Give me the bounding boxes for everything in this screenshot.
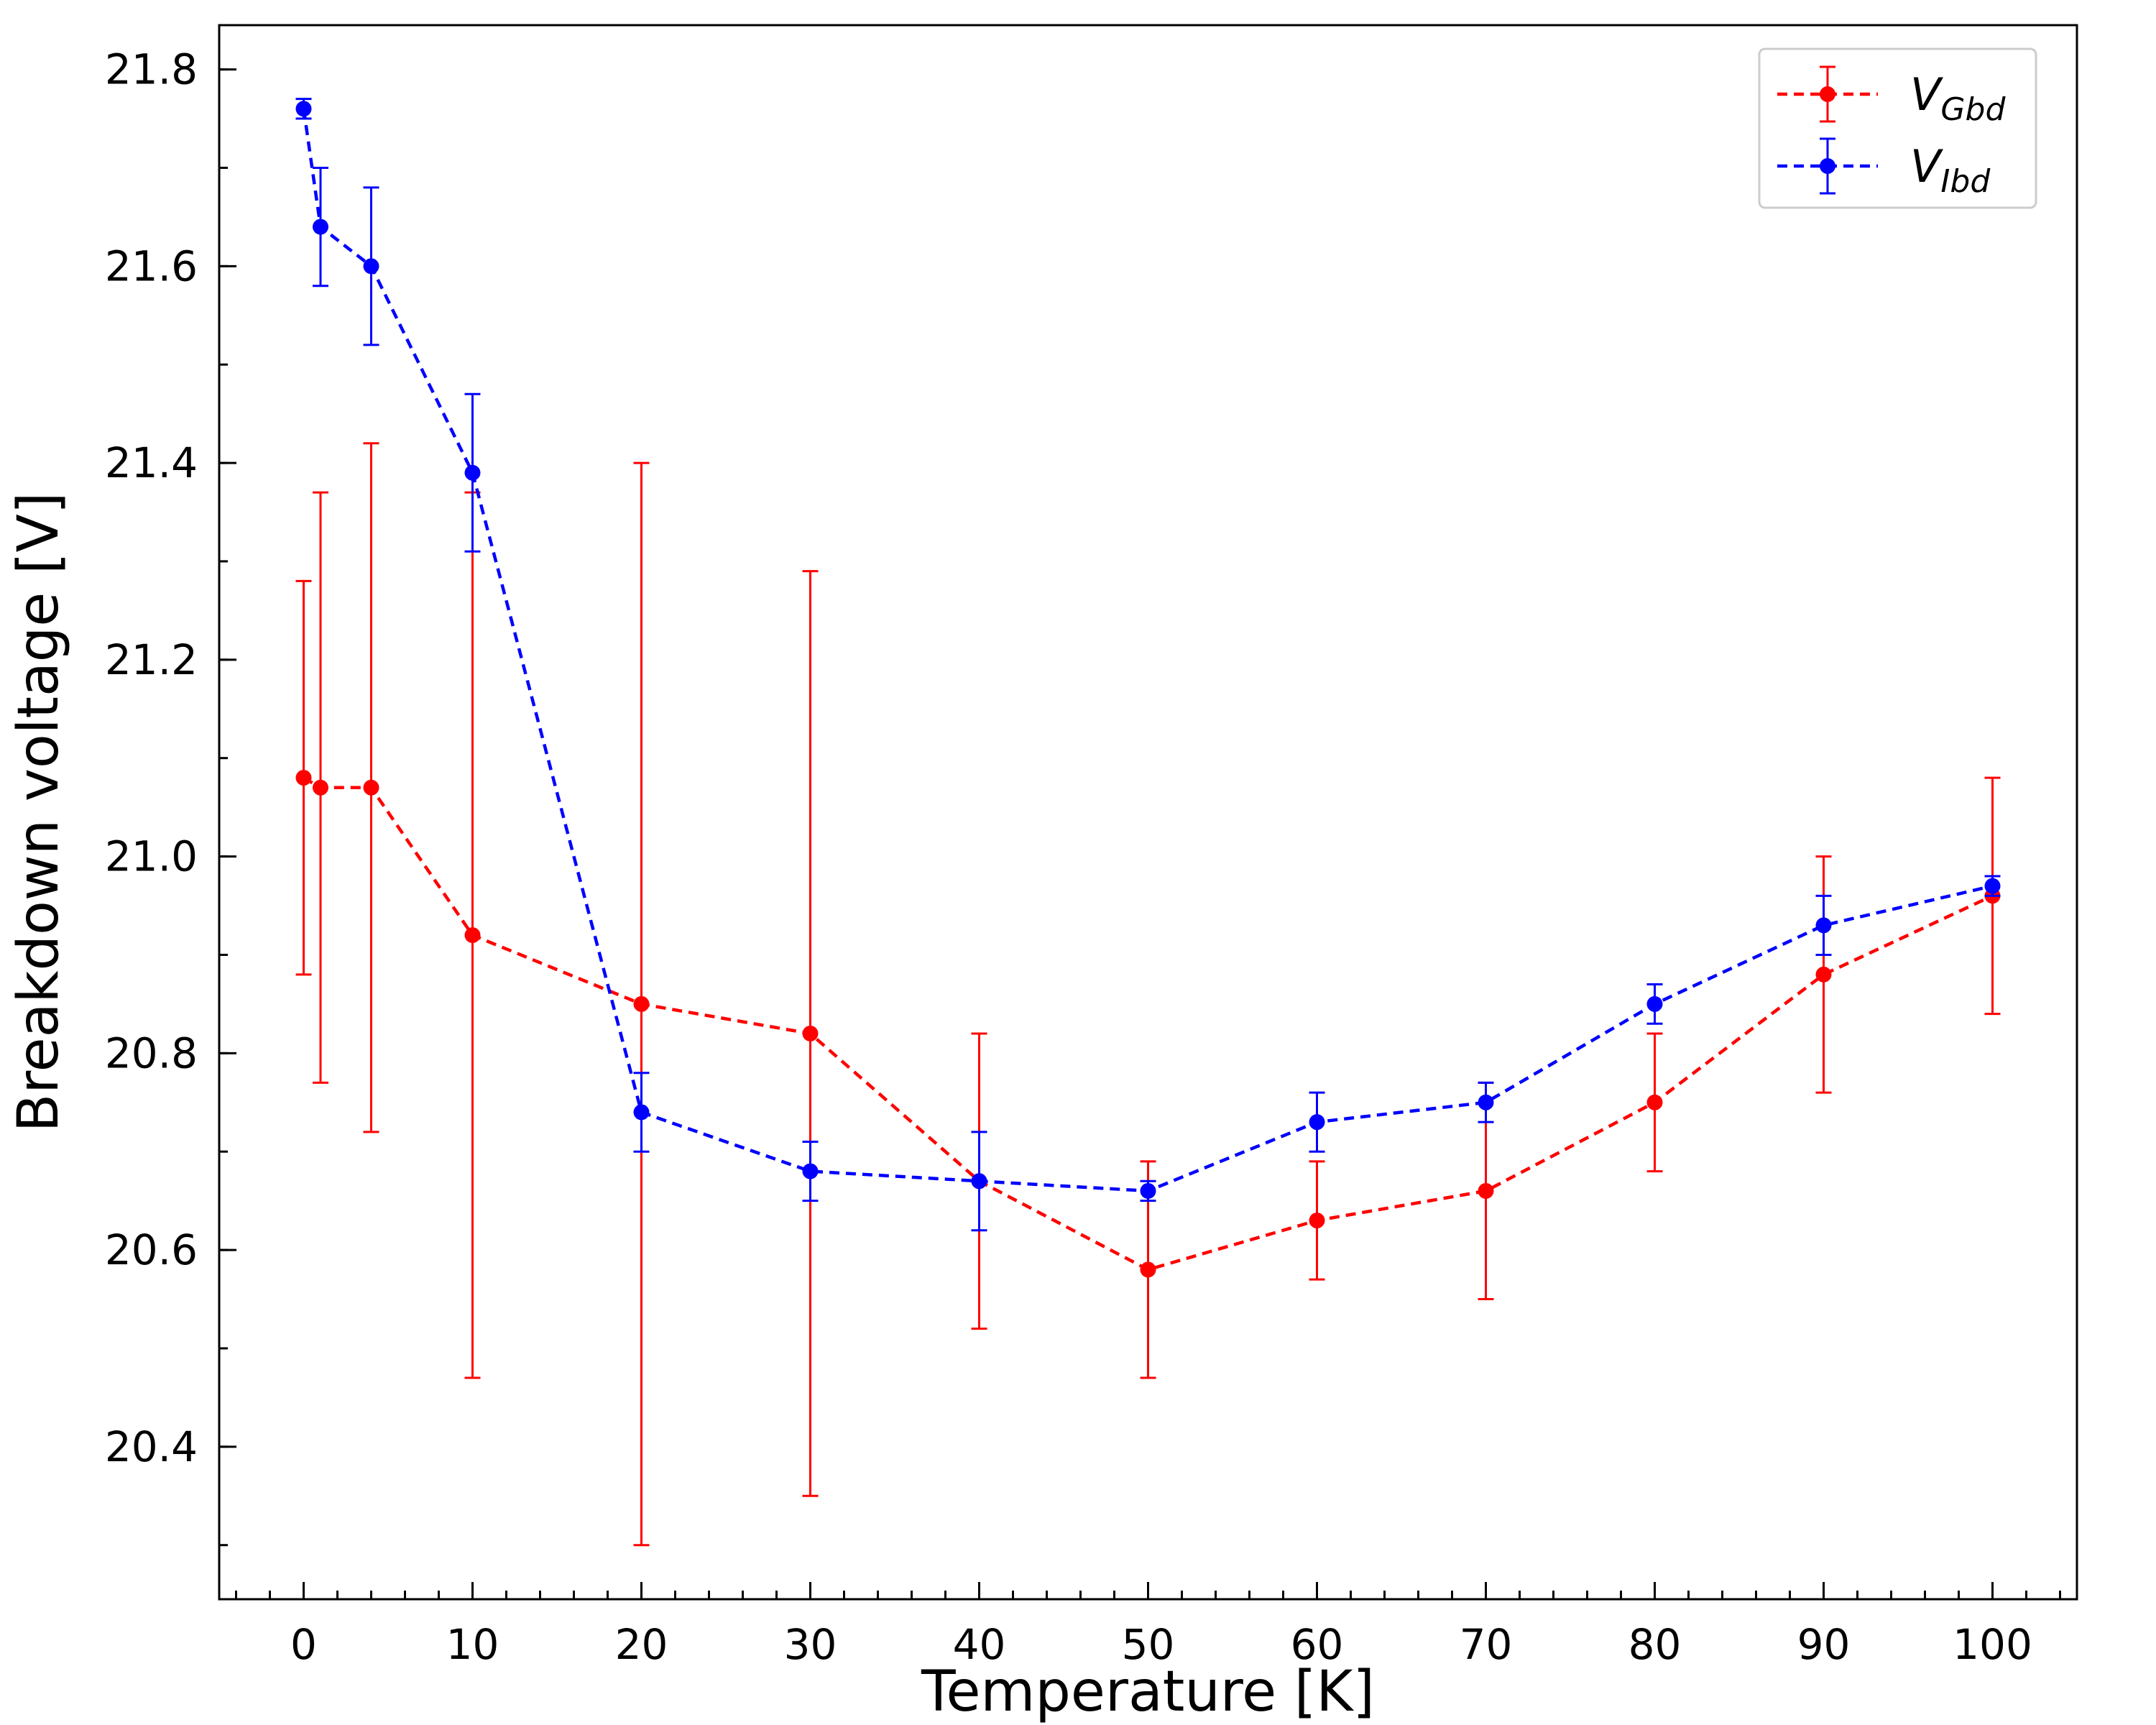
y-tick-label: 21.4 <box>105 438 198 487</box>
data-point <box>1815 917 1832 934</box>
series-ibd <box>295 98 2001 1232</box>
data-point <box>971 1173 987 1190</box>
data-point <box>1646 995 1663 1012</box>
data-point <box>464 464 481 481</box>
series-layer <box>295 98 2001 1547</box>
data-point <box>633 1104 650 1121</box>
legend-label-sub: Ibd <box>1940 163 1991 200</box>
data-point <box>633 995 650 1012</box>
data-point <box>1309 1114 1325 1131</box>
data-point <box>363 779 379 796</box>
y-tick-label: 21.2 <box>105 635 198 684</box>
legend-label: VIbd <box>1910 140 1991 200</box>
data-point <box>1478 1182 1494 1199</box>
data-point <box>1140 1182 1156 1199</box>
data-point <box>313 218 328 235</box>
x-tick-label: 50 <box>1122 1620 1175 1669</box>
y-tick-label: 21.6 <box>105 242 198 290</box>
legend-label-sub: Gbd <box>1940 91 2006 128</box>
x-tick-label: 40 <box>953 1620 1006 1669</box>
y-axis-title: Breakdown voltage [V] <box>6 492 71 1133</box>
legend-box <box>1758 47 2037 209</box>
data-point <box>295 101 312 117</box>
data-point <box>1478 1094 1494 1110</box>
x-axis-title: Temperature [K] <box>921 1660 1375 1724</box>
data-point <box>1140 1261 1156 1278</box>
x-tick-label: 70 <box>1460 1620 1513 1669</box>
y-tick-label: 21.0 <box>105 832 198 881</box>
data-point <box>802 1163 819 1179</box>
y-tick-label: 20.8 <box>105 1029 198 1077</box>
x-tick-label: 20 <box>615 1620 668 1669</box>
x-tick-label: 60 <box>1291 1620 1344 1669</box>
x-tick-label: 80 <box>1628 1620 1682 1669</box>
y-tick-label: 20.4 <box>105 1422 198 1471</box>
ticks-layer <box>219 68 2061 1599</box>
x-tick-label: 0 <box>290 1620 317 1669</box>
legend-entry-gbd: VGbd <box>1777 65 2006 128</box>
axes-frame <box>218 24 2078 1601</box>
data-point <box>1815 966 1832 983</box>
y-tick-label: 21.8 <box>105 45 198 94</box>
data-point <box>295 770 312 786</box>
tick-labels-layer: 0 10 20 30 40 50 60 70 80 90 100 20.4 20.6 20.8 21.0 21… <box>105 45 2032 1669</box>
data-point <box>363 258 379 275</box>
data-point <box>464 927 481 944</box>
data-point <box>1984 878 2001 894</box>
legend-marker <box>1820 158 1835 174</box>
data-point <box>1309 1213 1325 1229</box>
legend-label-main: V <box>1910 140 1944 193</box>
x-tick-label: 100 <box>1953 1620 2032 1669</box>
data-point <box>1646 1094 1663 1110</box>
x-tick-label: 30 <box>784 1620 837 1669</box>
y-tick-label: 20.6 <box>105 1225 198 1274</box>
data-point <box>313 779 328 796</box>
legend-label: VGbd <box>1910 68 2006 128</box>
legend-entry-ibd: VIbd <box>1777 137 1991 200</box>
legend-label-main: V <box>1910 68 1944 121</box>
x-tick-label: 10 <box>446 1620 499 1669</box>
x-tick-label: 90 <box>1797 1620 1851 1669</box>
data-point <box>802 1025 819 1041</box>
legend-marker <box>1820 86 1835 102</box>
